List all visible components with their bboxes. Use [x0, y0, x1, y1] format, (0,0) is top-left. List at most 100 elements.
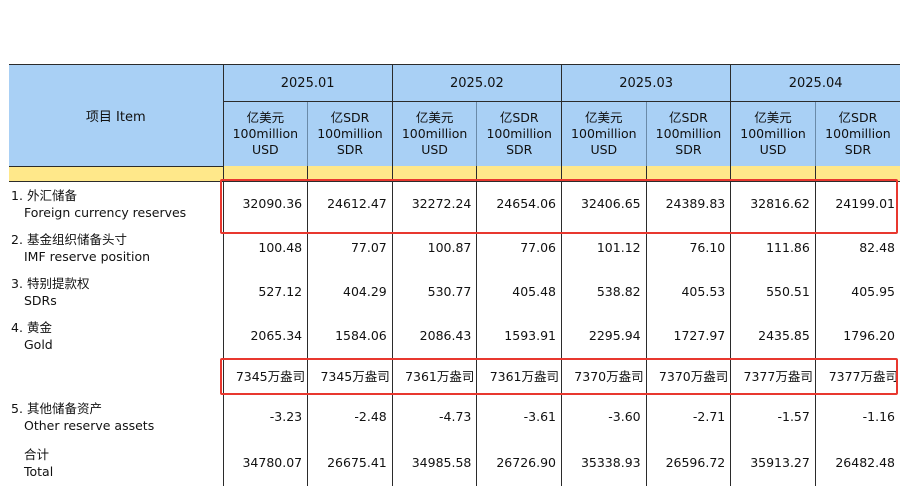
header-divider	[9, 180, 900, 182]
value-cell: -3.61	[476, 393, 562, 440]
header-band-cell	[391, 166, 477, 181]
row-index: 1.	[11, 187, 23, 203]
row-index: 2.	[11, 231, 23, 247]
header-band-cell	[9, 166, 224, 181]
value-cell: 24199.01	[814, 181, 900, 226]
value-cell: -3.23	[222, 393, 308, 440]
row-label: 2. 基金组织储备头寸 IMF reserve position	[9, 226, 223, 270]
value-cell: 32090.36	[222, 181, 308, 226]
value-cell: 32406.65	[561, 181, 647, 226]
value-cell: -4.73	[391, 393, 477, 440]
header-band-cell	[307, 166, 393, 181]
header-band-cell	[730, 166, 816, 181]
row-label-zh: 4. 黄金	[11, 319, 223, 336]
value-cell: 550.51	[730, 269, 816, 314]
period-header-2025-03: 2025.03	[560, 64, 731, 102]
value-cell: 26596.72	[645, 439, 731, 486]
value-cell: 24389.83	[645, 181, 731, 226]
reserve-table: 项目 Item 2025.01 2025.02 2025.03 2025.04 …	[9, 64, 900, 486]
row-label-zh-text: 黄金	[27, 319, 53, 335]
value-cell: 34780.07	[222, 439, 308, 486]
value-cell: 405.53	[645, 269, 731, 314]
row-label-zh-text: 基金组织储备头寸	[27, 231, 128, 247]
row-label-zh: 1. 外汇储备	[11, 187, 223, 204]
value-cell: 1584.06	[307, 313, 393, 358]
header-band-cell	[222, 166, 308, 181]
value-cell: 26482.48	[814, 439, 900, 486]
value-cell: 527.12	[222, 269, 308, 314]
item-column-header: 项目 Item	[9, 64, 224, 167]
row-gold: 4. 黄金 Gold 2065.34 1584.06 2086.43 1593.91 2295…	[9, 313, 900, 358]
value-cell: 7345万盎司	[307, 357, 393, 394]
row-label: 3. 特别提款权 SDRs	[9, 270, 223, 314]
row-other-reserve-assets: 5. 其他储备资产 Other reserve assets -3.23 -2.48 -4…	[9, 393, 900, 440]
value-cell: -1.57	[730, 393, 816, 440]
row-label-zh-text: 其他储备资产	[27, 400, 103, 416]
value-cell: 1727.97	[645, 313, 731, 358]
value-cell: 1796.20	[814, 313, 900, 358]
header-band-cell	[814, 166, 900, 181]
value-cell: 1593.91	[476, 313, 562, 358]
row-label-zh-text: 外汇储备	[27, 187, 78, 203]
value-cell: 7370万盎司	[561, 357, 647, 394]
row-label-en: Total	[24, 463, 54, 479]
row-label-zh: 合计	[11, 446, 223, 463]
period-header-row: 项目 Item 2025.01 2025.02 2025.03 2025.04	[9, 64, 900, 167]
unit-header-sdr: 亿SDR 100million SDR	[476, 101, 562, 166]
row-foreign-currency-reserves: 1. 外汇储备 Foreign currency reserves 32090.36 2…	[9, 181, 900, 226]
value-cell: 34985.58	[391, 439, 477, 486]
row-label-en: SDRs	[24, 292, 57, 308]
row-index: 3.	[11, 275, 23, 291]
header-band	[9, 166, 900, 181]
row-label: 4. 黄金 Gold	[9, 314, 223, 358]
value-cell: -1.16	[814, 393, 900, 440]
row-label-en: Other reserve assets	[24, 417, 155, 433]
value-cell: 32816.62	[730, 181, 816, 226]
value-cell: 32272.24	[391, 181, 477, 226]
row-sdrs: 3. 特别提款权 SDRs 527.12 404.29 530.77 405.48 538.8…	[9, 269, 900, 314]
row-label-zh: 3. 特别提款权	[11, 275, 223, 292]
row-label-zh: 2. 基金组织储备头寸	[11, 231, 223, 248]
row-label: 5. 其他储备资产 Other reserve assets	[9, 394, 223, 440]
value-cell: 2435.85	[730, 313, 816, 358]
value-cell: 35338.93	[561, 439, 647, 486]
row-label	[9, 358, 223, 394]
value-cell: 82.48	[814, 225, 900, 270]
unit-header-sdr: 亿SDR 100million SDR	[307, 101, 393, 166]
row-label-en: IMF reserve position	[24, 248, 151, 264]
row-total: 合计 Total 34780.07 26675.41 34985.58 26726.90 3…	[9, 439, 900, 486]
value-cell: 24654.06	[476, 181, 562, 226]
value-cell: 76.10	[645, 225, 731, 270]
value-cell: 77.07	[307, 225, 393, 270]
period-header-2025-04: 2025.04	[730, 64, 900, 102]
period-header-2025-02: 2025.02	[391, 64, 562, 102]
row-label: 合计 Total	[9, 440, 223, 486]
unit-header-sdr: 亿SDR 100million SDR	[814, 101, 900, 166]
row-label: 1. 外汇储备 Foreign currency reserves	[9, 182, 223, 226]
unit-header-sdr: 亿SDR 100million SDR	[645, 101, 731, 166]
value-cell: 7377万盎司	[814, 357, 900, 394]
unit-header-usd: 亿美元 100million USD	[391, 101, 477, 166]
value-cell: 26675.41	[307, 439, 393, 486]
value-cell: 405.48	[476, 269, 562, 314]
row-index: 4.	[11, 319, 23, 335]
value-cell: 100.48	[222, 225, 308, 270]
header-band-cell	[561, 166, 647, 181]
unit-header-usd: 亿美元 100million USD	[730, 101, 816, 166]
value-cell: 35913.27	[730, 439, 816, 486]
value-cell: 7377万盎司	[730, 357, 816, 394]
value-cell: 101.12	[561, 225, 647, 270]
row-label-zh-text: 特别提款权	[27, 275, 90, 291]
value-cell: 530.77	[391, 269, 477, 314]
row-label-en: Foreign currency reserves	[24, 204, 187, 220]
value-cell: 538.82	[561, 269, 647, 314]
header-band-cell	[645, 166, 731, 181]
value-cell: 77.06	[476, 225, 562, 270]
value-cell: 2295.94	[561, 313, 647, 358]
value-cell: 405.95	[814, 269, 900, 314]
row-index: 5.	[11, 400, 23, 416]
header-band-cell	[476, 166, 562, 181]
row-gold-ounces: 7345万盎司 7345万盎司 7361万盎司 7361万盎司 7370万盎司 7370万…	[9, 357, 900, 394]
period-header-2025-01: 2025.01	[222, 64, 393, 102]
reserve-table-container: 项目 Item 2025.01 2025.02 2025.03 2025.04 …	[9, 64, 900, 486]
